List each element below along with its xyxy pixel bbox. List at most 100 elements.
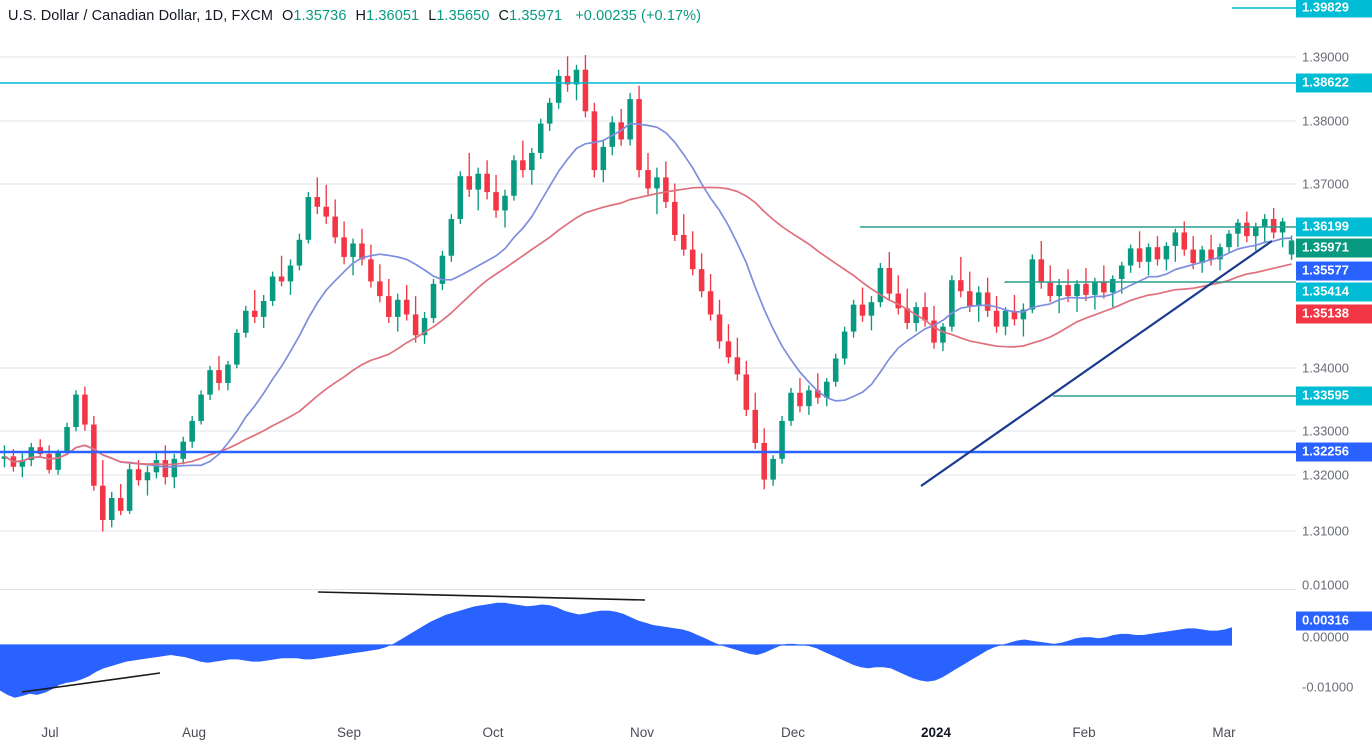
candle-body [46, 453, 52, 470]
candle-body [895, 293, 902, 309]
time-axis-label: Jul [41, 725, 59, 740]
candle-body [529, 152, 535, 171]
candle-body [457, 176, 464, 220]
price-label-level[interactable]: 1.35414 [1296, 282, 1372, 302]
candle-body [19, 460, 26, 467]
candle-body [734, 357, 741, 375]
price-label-level[interactable]: 1.32256 [1296, 442, 1372, 462]
price-label-level[interactable]: 1.39829 [1296, 0, 1372, 18]
candle-body [823, 381, 830, 398]
candle-body [1235, 222, 1241, 234]
candle-body [850, 304, 857, 332]
price-label-level[interactable]: 1.35138 [1296, 304, 1372, 324]
candle-body [403, 299, 410, 315]
candle-body [117, 497, 124, 511]
symbol-title[interactable]: U.S. Dollar / Canadian Dollar, 1D, FXCM [8, 8, 273, 24]
price-label-level[interactable]: 1.38622 [1296, 73, 1372, 93]
candle-body [1217, 247, 1223, 260]
oscillator-plot-area[interactable] [0, 574, 1296, 716]
candle-body [949, 280, 955, 327]
candle-body [1056, 285, 1062, 297]
candle-body [591, 111, 598, 171]
trendline-osc-bearish-divergence [317, 591, 646, 601]
price-axis-tick: 1.34000 [1302, 360, 1349, 376]
candle-body [520, 160, 526, 171]
candle-body [296, 239, 303, 266]
candle-body [1261, 219, 1268, 227]
candle-body [904, 308, 910, 324]
candle-body [1253, 226, 1259, 237]
candle-body [645, 170, 651, 189]
candle-body [958, 280, 964, 292]
oscillator-label-osc-value[interactable]: 0.00316 [1296, 611, 1372, 631]
oscillator-axis-tick: 0.01000 [1302, 577, 1349, 593]
candle-series [1, 55, 1295, 532]
candle-body [716, 314, 723, 342]
candle-body [278, 276, 285, 282]
candle-body [412, 314, 419, 336]
candle-body [1136, 248, 1143, 262]
price-label-level[interactable]: 1.36199 [1296, 217, 1372, 237]
price-label-level[interactable]: 1.33595 [1296, 386, 1372, 406]
candle-body [770, 458, 776, 480]
candle-body [564, 75, 571, 85]
candle-body [725, 341, 732, 358]
candle-body [368, 259, 374, 282]
price-axis[interactable]: 1.39000 1.38000 1.37000 1.34000 1.33000 1.320… [1296, 0, 1372, 716]
price-axis-tick: 1.32000 [1302, 467, 1349, 483]
price-label-last-price[interactable]: 1.35971 [1296, 238, 1372, 258]
price-plot-area[interactable] [0, 0, 1296, 572]
time-axis[interactable]: Jul Aug Sep Oct Nov Dec 2024 Feb Mar [0, 716, 1372, 748]
candle-body [1172, 232, 1179, 246]
candle-body [135, 469, 142, 481]
candle-body [993, 310, 1000, 327]
candle-body [707, 291, 714, 315]
candle-body [448, 219, 455, 256]
oscillator-axis-tick: -0.01000 [1302, 679, 1354, 695]
time-axis-label: Aug [181, 725, 207, 740]
candle-body [698, 269, 705, 292]
candle-body [975, 292, 982, 306]
candle-body [484, 173, 490, 193]
price-axis-tick: 1.37000 [1302, 176, 1349, 192]
candle-body [260, 300, 267, 317]
candle-body [73, 394, 79, 428]
candle-body [1244, 222, 1250, 237]
candle-body [931, 320, 937, 343]
time-axis-label: Sep [336, 725, 362, 740]
candle-body [627, 99, 633, 140]
candle-body [180, 441, 186, 459]
candle-body [1029, 259, 1036, 310]
candle-body [91, 424, 97, 486]
price-label-ma[interactable]: 1.35577 [1296, 261, 1372, 281]
oscillator-canvas [0, 589, 1296, 698]
candle-body [251, 310, 258, 317]
price-axis-tick: 1.33000 [1302, 423, 1349, 439]
time-axis-label: Feb [1072, 725, 1096, 740]
candle-body [216, 370, 222, 383]
candle-body [868, 302, 875, 316]
candle-body [198, 394, 204, 421]
candle-body [1226, 233, 1232, 248]
candle-body [984, 292, 991, 311]
candle-body [806, 390, 812, 407]
candle-body [287, 265, 294, 282]
candle-body [1092, 281, 1098, 295]
candle-body [100, 485, 106, 520]
candle-body [1020, 309, 1027, 320]
candle-body [1038, 259, 1045, 283]
candle-body [654, 177, 660, 189]
candle-body [314, 196, 321, 207]
time-axis-label: Nov [629, 725, 655, 740]
candle-body [546, 102, 553, 124]
candle-body [386, 296, 392, 317]
candle-body [189, 420, 195, 442]
candle-body [1208, 249, 1214, 260]
candle-body [537, 123, 544, 153]
candle-body [761, 442, 767, 480]
ohlc-close: C1.35971 [498, 8, 563, 24]
price-axis-tick: 1.39000 [1302, 49, 1349, 65]
candle-body [64, 427, 70, 453]
candle-body [743, 374, 750, 410]
candle-body [377, 281, 383, 297]
